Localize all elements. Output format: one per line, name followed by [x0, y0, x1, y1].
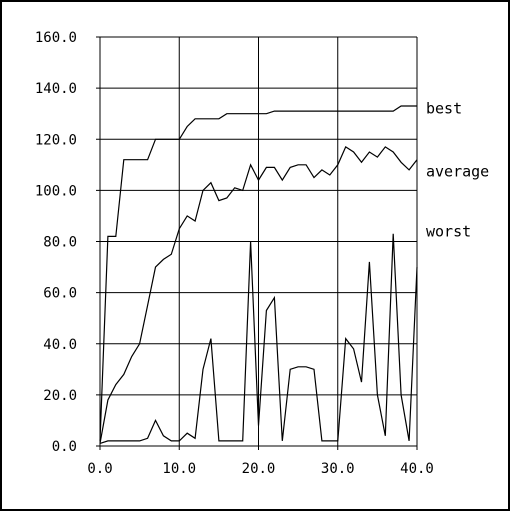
- series-label-worst: worst: [426, 222, 471, 240]
- x-tick-label: 20.0: [242, 461, 276, 477]
- series-label-average: average: [426, 162, 489, 180]
- y-tick-label: 80.0: [43, 235, 77, 251]
- grid: [96, 36, 418, 450]
- x-tick-label: 40.0: [400, 461, 434, 477]
- series-line-best: [99, 105, 417, 441]
- series-lines: [99, 105, 418, 444]
- axis-ticks: 0.0 10.0 20.0 30.0 40.0 0.0 20.0 40.0 60.0 80.0 10…: [35, 30, 434, 477]
- x-tick-label: 10.0: [162, 461, 196, 477]
- x-tick-label: 0.0: [87, 461, 112, 477]
- y-tick-label: 40.0: [43, 337, 77, 353]
- x-tick-label: 30.0: [321, 461, 355, 477]
- y-tick-label: 120.0: [35, 132, 77, 148]
- y-tick-label: 140.0: [35, 81, 77, 97]
- y-tick-label: 160.0: [35, 30, 77, 46]
- series-line-average: [99, 146, 418, 444]
- y-tick-label: 20.0: [43, 388, 77, 404]
- y-tick-label: 60.0: [43, 286, 77, 302]
- y-tick-label: 100.0: [35, 183, 77, 199]
- series-label-best: best: [426, 100, 462, 118]
- series-labels: best average worst: [426, 100, 489, 241]
- y-tick-label: 0.0: [52, 439, 77, 455]
- series-line-worst: [99, 233, 418, 444]
